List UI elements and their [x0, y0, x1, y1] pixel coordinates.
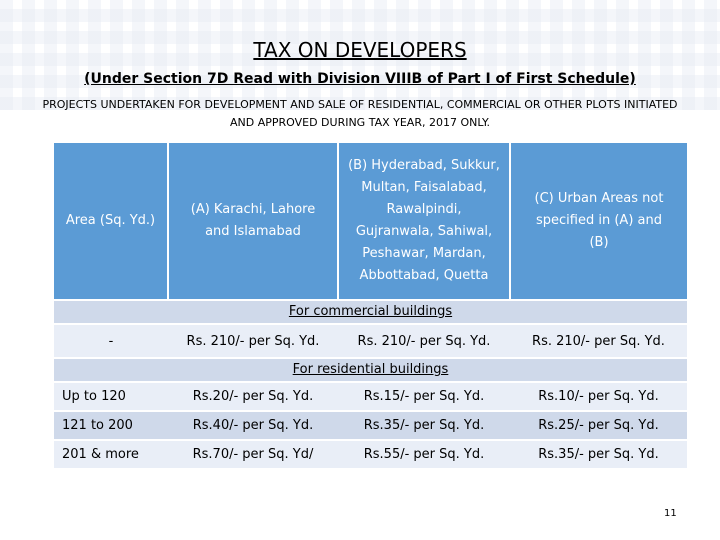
- table-cell: Rs.25/- per Sq. Yd.: [510, 410, 687, 440]
- table-cell: Rs.40/- per Sq. Yd.: [168, 410, 338, 440]
- table-cell: Rs.15/- per Sq. Yd.: [338, 381, 510, 411]
- table-row: 121 to 200 Rs.40/- per Sq. Yd. Rs.35/- p…: [54, 410, 687, 440]
- table-cell: 201 & more: [54, 439, 168, 468]
- page-number: 11: [664, 508, 677, 519]
- table-header-row: Area (Sq. Yd.) (A) Karachi, Lahore and I…: [54, 143, 687, 300]
- table-row: Up to 120 Rs.20/- per Sq. Yd. Rs.15/- pe…: [54, 381, 687, 411]
- table-cell: Rs. 210/- per Sq. Yd.: [168, 323, 338, 358]
- table-cell: Up to 120: [54, 381, 168, 411]
- table-cell: Rs.10/- per Sq. Yd.: [510, 381, 687, 411]
- column-header-b: (B) Hyderabad, Sukkur, Multan, Faisalaba…: [338, 143, 511, 300]
- tax-rate-table: Area (Sq. Yd.) (A) Karachi, Lahore and I…: [54, 143, 687, 468]
- table-row: 201 & more Rs.70/- per Sq. Yd/ Rs.55/- p…: [54, 439, 687, 468]
- table-cell: -: [54, 323, 168, 358]
- table-cell: 121 to 200: [54, 410, 168, 440]
- scope-description: PROJECTS UNDERTAKEN FOR DEVELOPMENT AND …: [42, 98, 678, 129]
- section-label-residential: For residential buildings: [292, 362, 449, 377]
- page-subtitle: (Under Section 7D Read with Division VII…: [84, 71, 636, 87]
- section-label-commercial: For commercial buildings: [288, 304, 453, 319]
- table-cell: Rs.35/- per Sq. Yd.: [338, 410, 510, 440]
- table-cell: Rs.20/- per Sq. Yd.: [168, 381, 338, 411]
- table-cell: Rs.35/- per Sq. Yd.: [510, 439, 687, 468]
- page-title: TAX ON DEVELOPERS: [253, 38, 467, 62]
- table-row: - Rs. 210/- per Sq. Yd. Rs. 210/- per Sq…: [54, 323, 687, 358]
- background-pattern: [0, 0, 720, 110]
- table-cell: Rs.55/- per Sq. Yd.: [338, 439, 510, 468]
- section-band-residential: For residential buildings: [54, 357, 687, 382]
- column-header-c: (C) Urban Areas not specified in (A) and…: [510, 143, 687, 300]
- table-cell: Rs. 210/- per Sq. Yd.: [338, 323, 510, 358]
- column-header-area: Area (Sq. Yd.): [54, 143, 169, 300]
- table-cell: Rs.70/- per Sq. Yd/: [168, 439, 338, 468]
- table-cell: Rs. 210/- per Sq. Yd.: [510, 323, 687, 358]
- column-header-a: (A) Karachi, Lahore and Islamabad: [168, 143, 339, 300]
- section-band-commercial: For commercial buildings: [54, 299, 687, 324]
